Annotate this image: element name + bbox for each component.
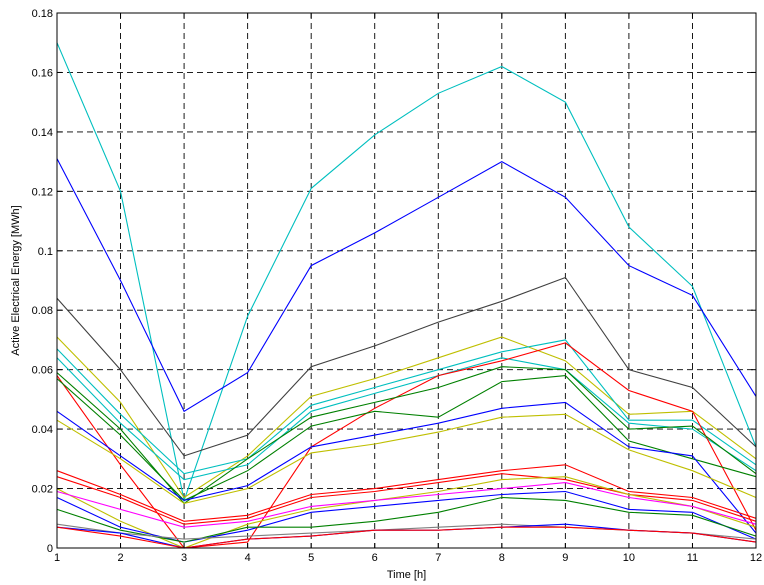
series-line-5 <box>56 339 757 475</box>
y-tick-label: 0.06 <box>32 365 53 377</box>
y-tick-label: 0.12 <box>32 186 53 198</box>
x-tick-label: 11 <box>687 552 698 564</box>
x-tick-label: 3 <box>181 552 187 564</box>
x-tick-label: 10 <box>623 552 635 564</box>
series-group <box>56 42 757 549</box>
series-line-6 <box>56 357 757 481</box>
x-tick-label: 1 <box>54 552 60 564</box>
series-line-13 <box>56 473 757 525</box>
y-tick-label: 0.04 <box>32 424 53 436</box>
y-tick-label: 0.08 <box>32 305 53 317</box>
series-line-2 <box>56 158 757 413</box>
series-line-12 <box>56 464 757 522</box>
series-line-1 <box>56 42 757 503</box>
x-tick-label: 2 <box>117 552 123 564</box>
x-axis-label: Time [h] <box>387 569 426 581</box>
series-line-15 <box>56 482 757 528</box>
series-line-4 <box>56 336 757 499</box>
y-tick-label: 0.18 <box>32 8 53 20</box>
series-line-17 <box>56 496 757 543</box>
series-line-7 <box>56 342 757 549</box>
series-line-10 <box>56 401 757 534</box>
series-line-20 <box>56 526 757 549</box>
x-tick-label: 12 <box>750 552 762 564</box>
x-tick-label: 5 <box>308 552 314 564</box>
series-line-3 <box>56 276 757 457</box>
series-line-14 <box>56 476 757 549</box>
y-axis-label: Active Electrical Energy [MWh] <box>10 205 22 355</box>
x-tick-label: 4 <box>245 552 251 564</box>
y-tick-label: 0.1 <box>38 246 53 258</box>
x-tick-label: 7 <box>435 552 441 564</box>
series-line-9 <box>56 375 757 502</box>
ticks: 1 2 3 4 5 6 7 8 9 10 11 1200.020.040.060.080.10.120… <box>32 8 763 564</box>
y-tick-label: 0.14 <box>32 127 53 139</box>
series-line-11 <box>56 413 757 504</box>
series-line-8 <box>56 366 757 505</box>
x-tick-label: 8 <box>499 552 505 564</box>
y-tick-label: 0 <box>47 543 53 555</box>
y-tick-label: 0.16 <box>32 67 53 79</box>
y-tick-label: 0.02 <box>32 484 53 496</box>
x-tick-label: 6 <box>372 552 378 564</box>
x-tick-label: 9 <box>562 552 568 564</box>
axes-frame <box>56 12 757 549</box>
